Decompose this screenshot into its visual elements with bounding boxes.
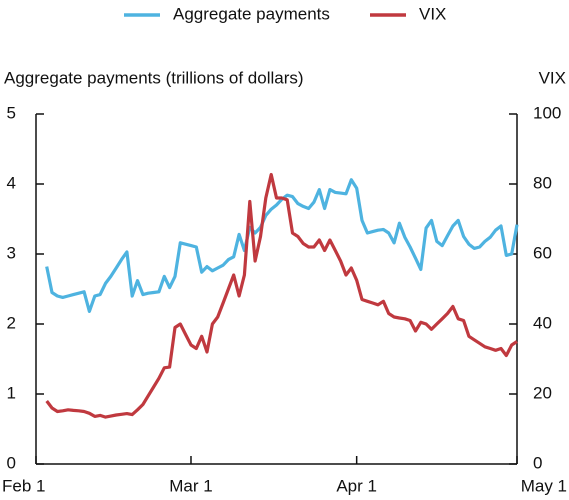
y2-tick-label: 0 — [533, 453, 542, 472]
legend-label: VIX — [419, 4, 446, 23]
y-tick-label: 1 — [7, 383, 16, 402]
y2-tick-label: 100 — [533, 103, 561, 122]
y-axis-title: Aggregate payments (trillions of dollars… — [4, 68, 304, 87]
y-tick-label: 5 — [7, 103, 16, 122]
x-tick-label: May 1 — [521, 476, 567, 495]
y2-tick-label: 40 — [533, 313, 552, 332]
x-tick-label: Apr 1 — [336, 476, 377, 495]
y2-tick-label: 20 — [533, 383, 552, 402]
x-tick-label: Mar 1 — [169, 476, 212, 495]
y-tick-label: 2 — [7, 313, 16, 332]
y-tick-label: 0 — [7, 453, 16, 472]
x-tick-label: Feb 1 — [2, 476, 45, 495]
y-tick-label: 3 — [7, 243, 16, 262]
legend-label: Aggregate payments — [173, 4, 330, 23]
y2-axis-title: VIX — [539, 68, 566, 87]
y-tick-label: 4 — [7, 173, 16, 192]
y2-tick-label: 80 — [533, 173, 552, 192]
y2-tick-label: 60 — [533, 243, 552, 262]
data-line — [45, 172, 518, 419]
